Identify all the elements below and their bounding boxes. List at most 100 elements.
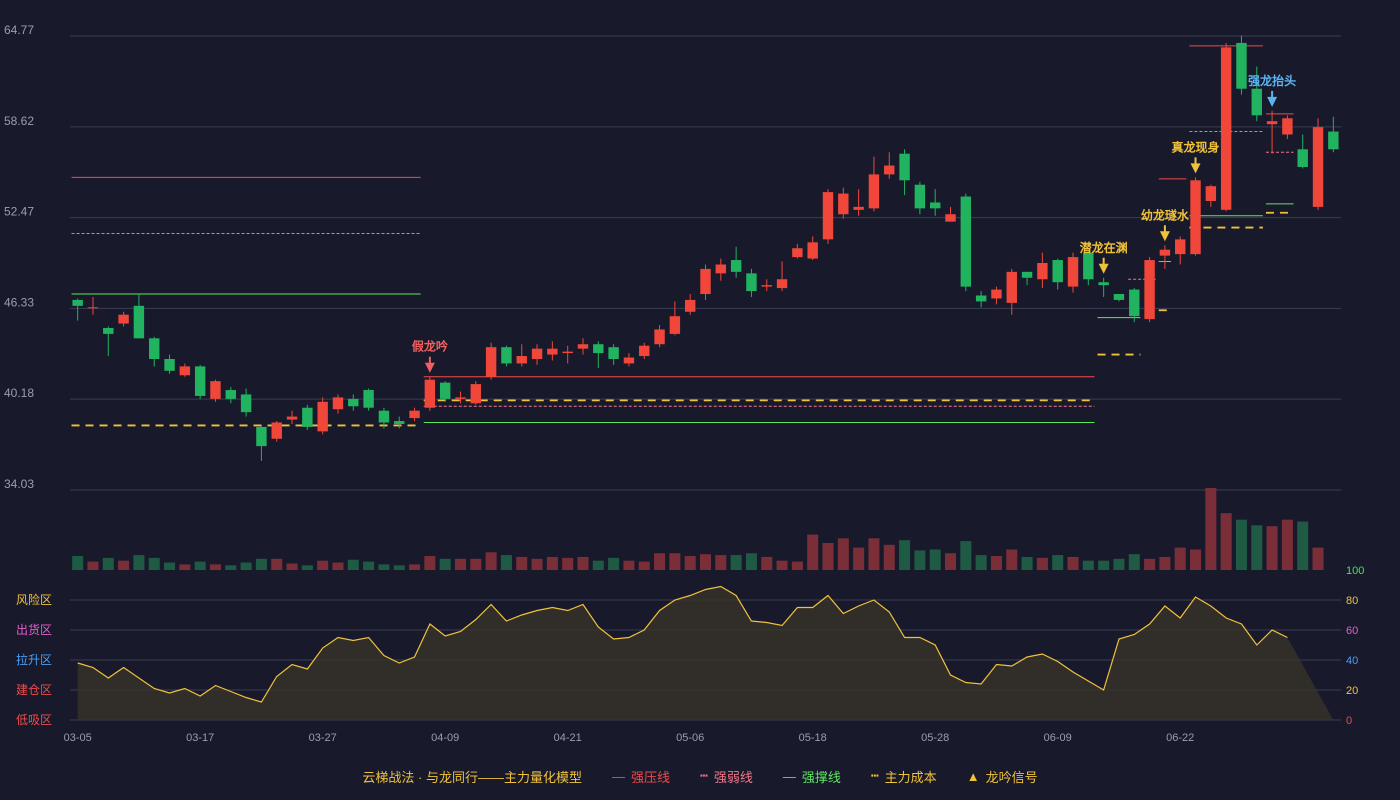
osc-tick-label: 100 (1346, 565, 1364, 577)
signal-label: 潜龙在渊 (1080, 240, 1128, 255)
osc-tick-label: 40 (1346, 655, 1358, 667)
candle-body (1144, 260, 1155, 320)
candle-body (271, 422, 282, 439)
legend-item-signal[interactable]: ▲ 龙吟信号 (967, 767, 1038, 786)
volume-bar (271, 558, 283, 570)
volume-bar (485, 552, 497, 570)
signal-arrow-icon (1159, 231, 1170, 242)
volume-bar (424, 556, 436, 570)
osc-tick-label: 20 (1346, 685, 1358, 697)
candle-body (332, 397, 344, 410)
candle-body (593, 344, 604, 354)
candle-body (470, 384, 482, 404)
legend-label: 强撑线 (801, 769, 841, 785)
candle-body (1159, 249, 1171, 256)
date-tick-label: 05-28 (921, 732, 949, 744)
volume-bar (929, 549, 941, 570)
candle-body (378, 410, 390, 423)
candle-body (654, 329, 665, 345)
volume-bar (102, 557, 114, 570)
osc-zone-label: 风险区 (16, 592, 52, 607)
signal-arrow-icon (424, 362, 435, 373)
date-tick-label: 04-09 (431, 732, 459, 744)
volume-bar (654, 553, 666, 570)
volume-bar (1220, 513, 1232, 570)
candle-body (975, 295, 987, 302)
volume-bar (1266, 526, 1278, 570)
osc-tick-label: 60 (1346, 625, 1358, 637)
price-tick-label: 64.77 (4, 23, 34, 37)
candle-body (807, 242, 818, 259)
volume-bar (393, 565, 405, 570)
volume-bar (1052, 555, 1064, 570)
volume-bar (1036, 557, 1048, 570)
candle-body (149, 338, 160, 359)
candle-body (516, 356, 527, 364)
date-tick-label: 04-21 (554, 732, 582, 744)
candle-body (501, 347, 512, 364)
candle-body (669, 316, 681, 334)
candle-body (194, 366, 206, 396)
volume-bar (853, 547, 865, 570)
candle-body (409, 410, 420, 419)
legend-item-support[interactable]: — 强撑线 (783, 767, 841, 786)
volume-bar (914, 550, 926, 570)
signal-label: 强龙抬头 (1248, 73, 1296, 88)
candle-body (1067, 257, 1079, 287)
triangle-up-icon: ▲ (966, 768, 980, 784)
candle-body (455, 397, 466, 399)
signal-arrow-icon (1267, 96, 1278, 107)
weak-line-icon: ┅ (699, 768, 708, 783)
chart-legend: 云梯战法 · 与龙同行——主力量化模型 — 强压线 ┅ 强弱线 — 强撑线 ┅ … (0, 764, 1400, 788)
cost-line-icon: ┅ (870, 768, 879, 783)
support-line-icon: — (782, 768, 796, 784)
candle-body (1328, 131, 1339, 150)
legend-label: 强压线 (630, 769, 670, 785)
volume-bar (209, 564, 221, 570)
volume-bar (1006, 549, 1018, 570)
volume-bar (715, 555, 727, 570)
volume-bar (1312, 547, 1324, 570)
legend-item-weak[interactable]: ┅ 强弱线 (700, 767, 753, 786)
volume-bar (118, 560, 130, 570)
candle-body (929, 202, 941, 209)
legend-item-cost[interactable]: ┅ 主力成本 (871, 767, 937, 786)
candle-body (822, 192, 834, 240)
date-tick-label: 03-17 (186, 732, 214, 744)
candle-body (746, 273, 757, 292)
candle-body (256, 426, 267, 447)
candle-body (1129, 289, 1140, 317)
volume-bar (1082, 560, 1094, 570)
candle-body (103, 327, 114, 334)
candle-body (776, 279, 788, 289)
volume-bar (378, 564, 390, 570)
volume-bar (745, 553, 757, 570)
volume-bar (1159, 556, 1171, 570)
volume-bar (608, 557, 620, 570)
volume-bar (363, 561, 375, 570)
osc-area (77, 586, 1334, 720)
candle-body (914, 184, 926, 209)
candle-body (424, 379, 436, 408)
candle-body (700, 268, 711, 295)
legend-item-resist[interactable]: — 强压线 (612, 767, 670, 786)
candle-body (792, 248, 803, 258)
osc-tick-label: 0 (1346, 715, 1352, 727)
candle-body (761, 285, 772, 287)
volume-bar (776, 560, 788, 570)
volume-bar (975, 555, 987, 570)
osc-tick-label: 80 (1346, 595, 1358, 607)
volume-bar (1067, 556, 1079, 570)
price-tick-label: 46.33 (4, 295, 34, 309)
candle-body (547, 348, 558, 355)
candle-body (286, 416, 298, 420)
date-tick-label: 05-06 (676, 732, 704, 744)
volume-bar (439, 558, 451, 570)
candle-body (577, 344, 589, 349)
volume-bar (531, 558, 543, 570)
legend-title: 云梯战法 · 与龙同行——主力量化模型 (362, 769, 582, 785)
date-tick-label: 06-22 (1166, 732, 1194, 744)
volume-bar (1251, 525, 1263, 570)
candle-body (225, 390, 236, 399)
candle-body (1052, 260, 1063, 283)
